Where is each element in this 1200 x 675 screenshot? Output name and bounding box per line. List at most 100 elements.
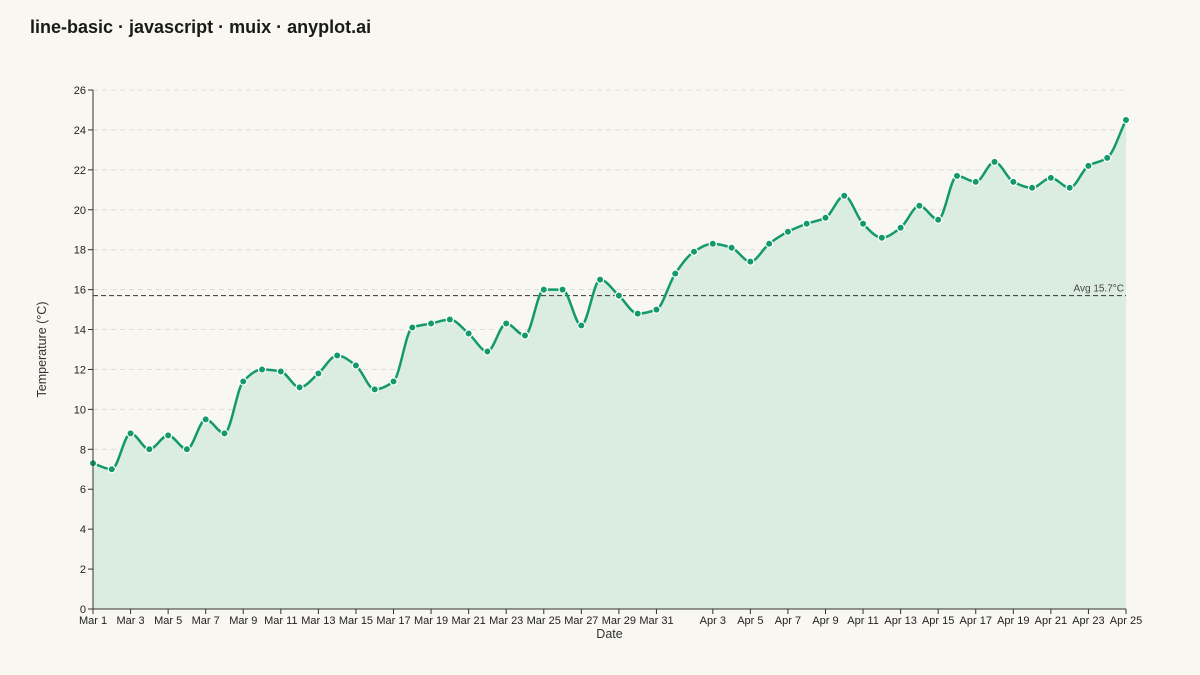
x-tick-label: Apr 3	[700, 615, 726, 627]
x-tick-label: Apr 19	[997, 615, 1029, 627]
data-point	[595, 275, 605, 284]
x-tick-label: Mar 27	[564, 615, 598, 627]
data-point	[802, 219, 811, 228]
x-tick-label: Apr 7	[775, 615, 801, 627]
data-point	[1103, 153, 1112, 163]
x-axis-label: Date	[596, 627, 622, 641]
y-axis-label: Temperature (°C)	[35, 302, 49, 398]
x-tick-label: Mar 17	[376, 615, 410, 627]
data-point	[1027, 183, 1037, 193]
y-tick-label: 14	[74, 325, 86, 337]
data-point	[577, 321, 586, 330]
data-point	[351, 361, 361, 370]
x-tick-label: Apr 23	[1072, 615, 1104, 627]
data-point	[276, 367, 286, 376]
data-point	[933, 215, 943, 224]
data-point	[840, 191, 849, 200]
data-point	[408, 323, 417, 332]
data-point	[1046, 173, 1056, 183]
reference-line-layer: Avg 15.7°C	[93, 284, 1126, 297]
data-point	[370, 385, 379, 394]
data-point	[821, 213, 830, 222]
y-tick-label: 4	[80, 524, 86, 536]
data-point	[896, 223, 905, 232]
series-area	[93, 119, 1126, 609]
data-point	[671, 269, 680, 278]
y-tick-label: 18	[74, 245, 86, 257]
data-point	[689, 247, 699, 256]
data-point	[652, 305, 661, 314]
data-point	[952, 171, 962, 181]
x-tick-label: Mar 19	[414, 615, 448, 627]
data-point	[877, 233, 887, 242]
data-point	[764, 239, 774, 248]
data-point	[126, 429, 135, 438]
y-tick-label: 2	[80, 564, 86, 576]
data-point	[1084, 161, 1093, 171]
x-tick-label: Apr 9	[812, 615, 838, 627]
y-tick-label: 10	[74, 404, 86, 416]
data-point	[783, 227, 793, 236]
data-point	[239, 377, 248, 386]
x-tick-label: Apr 25	[1110, 615, 1142, 627]
x-tick-label: Mar 31	[639, 615, 673, 627]
data-point	[182, 445, 192, 454]
data-point	[295, 383, 304, 392]
data-point	[332, 351, 342, 360]
data-point	[107, 465, 116, 474]
x-tick-label: Apr 15	[922, 615, 954, 627]
data-point	[145, 445, 154, 454]
y-tick-label: 0	[80, 604, 86, 616]
area-layer	[93, 119, 1126, 609]
x-tick-label: Apr 11	[847, 615, 879, 627]
data-point	[614, 291, 624, 300]
y-tick-label: 20	[74, 205, 86, 217]
data-point	[539, 285, 548, 294]
x-tick-label: Mar 11	[264, 615, 297, 627]
data-point	[163, 431, 173, 440]
data-point	[1121, 115, 1131, 125]
x-tick-label: Apr 5	[737, 615, 763, 627]
y-tick-label: 12	[74, 364, 86, 376]
x-tick-label: Mar 7	[192, 615, 220, 627]
data-point	[1065, 183, 1074, 193]
x-tick-label: Mar 15	[339, 615, 373, 627]
y-tick-label: 6	[80, 484, 86, 496]
y-tick-label: 26	[74, 85, 86, 97]
y-tick-label: 16	[74, 285, 86, 297]
data-point	[971, 177, 980, 187]
data-point	[558, 285, 567, 294]
data-point	[915, 201, 924, 210]
x-tick-label: Mar 13	[301, 615, 335, 627]
data-point	[746, 257, 755, 266]
data-point	[464, 329, 473, 338]
x-tick-label: Mar 23	[489, 615, 523, 627]
x-tick-label: Mar 9	[229, 615, 257, 627]
average-reference-label: Avg 15.7°C	[1073, 284, 1124, 295]
x-tick-label: Mar 25	[527, 615, 561, 627]
x-tick-label: Mar 5	[154, 615, 182, 627]
data-point	[445, 315, 455, 324]
x-tick-label: Apr 13	[884, 615, 916, 627]
data-point	[727, 243, 736, 252]
data-point	[990, 157, 999, 167]
x-tick-label: Mar 29	[602, 615, 636, 627]
y-tick-label: 8	[80, 444, 86, 456]
data-point	[502, 319, 511, 328]
data-point	[220, 429, 229, 438]
x-tick-label: Apr 21	[1035, 615, 1067, 627]
data-point	[257, 365, 267, 374]
data-point	[708, 239, 718, 248]
x-tick-label: Mar 21	[452, 615, 486, 627]
data-point	[426, 319, 436, 328]
data-point	[858, 219, 868, 228]
x-tick-label: Mar 1	[79, 615, 107, 627]
data-point	[483, 347, 492, 356]
data-point	[520, 331, 530, 340]
page-title: line-basic · javascript · muix · anyplot…	[30, 17, 372, 37]
data-point	[633, 309, 642, 318]
x-tick-label: Mar 3	[117, 615, 145, 627]
data-points	[88, 115, 1131, 474]
